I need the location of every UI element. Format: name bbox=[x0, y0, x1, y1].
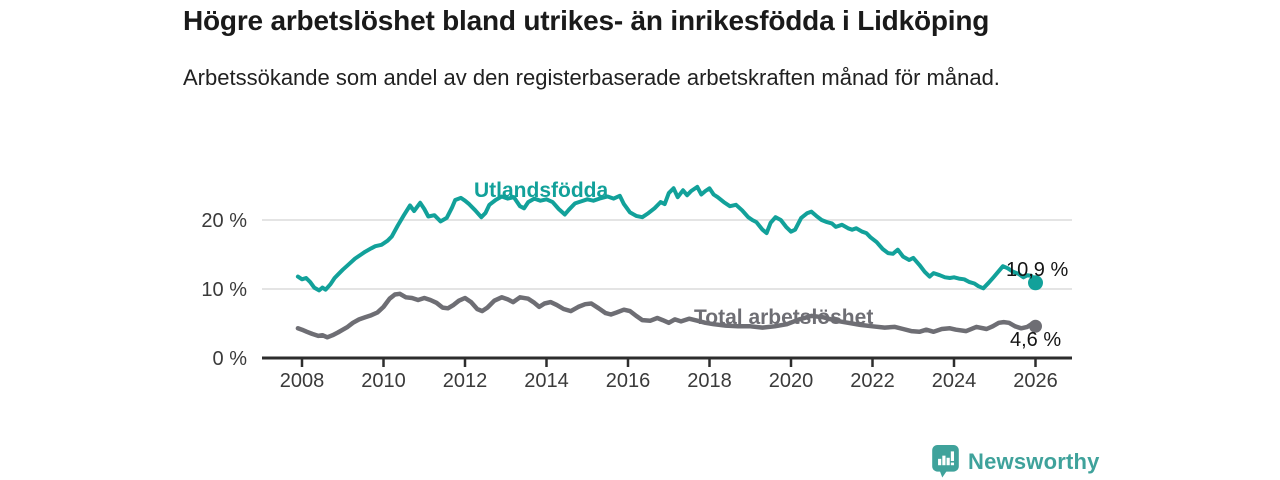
series-label-utlandsfodda: Utlandsfödda bbox=[474, 179, 609, 202]
y-axis-tick-label: 10 % bbox=[201, 279, 247, 301]
end-value-label-total: 4,6 % bbox=[1010, 329, 1062, 351]
x-axis-tick-label: 2020 bbox=[769, 370, 814, 392]
x-axis-tick-label: 2018 bbox=[687, 370, 732, 392]
series-end-dot bbox=[1028, 275, 1043, 291]
x-axis-tick-label: 2014 bbox=[524, 370, 569, 392]
y-axis-tick-label: 0 % bbox=[213, 348, 248, 370]
newsworthy-bubble-chart-icon bbox=[932, 445, 959, 478]
x-axis-tick-label: 2016 bbox=[606, 370, 651, 392]
series-line-total bbox=[295, 291, 1038, 340]
end-value-label-utlandsfodda: 10,9 % bbox=[1006, 259, 1069, 281]
chart-subtitle: Arbetssökande som andel av den registerb… bbox=[183, 65, 1000, 90]
newsworthy-logo: Newsworthy bbox=[932, 445, 1100, 478]
x-axis-tick-label: 2008 bbox=[280, 370, 325, 392]
x-axis-tick-label: 2026 bbox=[1013, 370, 1058, 392]
series-end-dot bbox=[1029, 319, 1042, 333]
page-title: Högre arbetslöshet bland utrikes- än inr… bbox=[183, 5, 990, 36]
series-line-utlandsfodda bbox=[295, 184, 1038, 293]
x-axis-tick-label: 2024 bbox=[932, 370, 977, 392]
y-axis-tick-label: 20 % bbox=[201, 210, 247, 232]
x-axis-tick-label: 2022 bbox=[850, 370, 895, 392]
newsworthy-wordmark: Newsworthy bbox=[968, 448, 1100, 474]
series-label-total-arbetsloshet: Total arbetslöshet bbox=[694, 306, 874, 329]
x-axis-tick-label: 2012 bbox=[443, 370, 488, 392]
x-axis-tick-label: 2010 bbox=[361, 370, 406, 392]
